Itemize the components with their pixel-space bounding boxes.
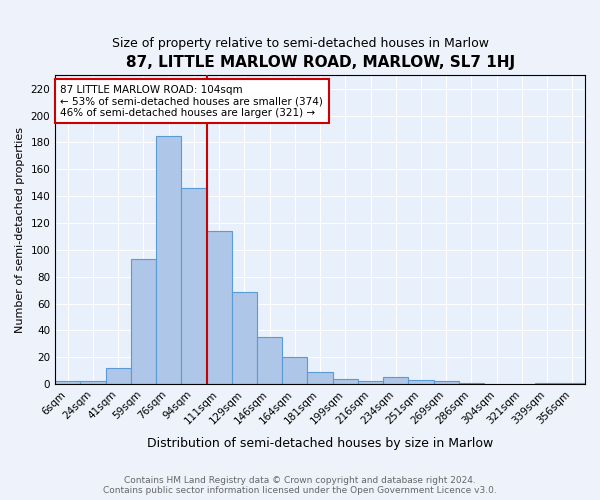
Text: Contains HM Land Registry data © Crown copyright and database right 2024.
Contai: Contains HM Land Registry data © Crown c… — [103, 476, 497, 495]
Bar — [106, 368, 131, 384]
Bar — [434, 382, 459, 384]
Bar — [206, 231, 232, 384]
Bar — [535, 383, 560, 384]
Bar — [257, 337, 282, 384]
Bar — [232, 292, 257, 384]
Bar — [282, 358, 307, 384]
Bar — [307, 372, 332, 384]
Bar — [459, 383, 484, 384]
Bar — [358, 382, 383, 384]
Bar — [181, 188, 206, 384]
Bar — [560, 383, 585, 384]
Bar — [156, 136, 181, 384]
Bar — [332, 379, 358, 384]
Bar — [131, 260, 156, 384]
Bar — [80, 382, 106, 384]
Bar — [383, 378, 409, 384]
Title: 87, LITTLE MARLOW ROAD, MARLOW, SL7 1HJ: 87, LITTLE MARLOW ROAD, MARLOW, SL7 1HJ — [125, 55, 515, 70]
Y-axis label: Number of semi-detached properties: Number of semi-detached properties — [15, 127, 25, 333]
Bar — [409, 380, 434, 384]
Text: 87 LITTLE MARLOW ROAD: 104sqm
← 53% of semi-detached houses are smaller (374)
46: 87 LITTLE MARLOW ROAD: 104sqm ← 53% of s… — [61, 84, 323, 118]
X-axis label: Distribution of semi-detached houses by size in Marlow: Distribution of semi-detached houses by … — [147, 437, 493, 450]
Text: Size of property relative to semi-detached houses in Marlow: Size of property relative to semi-detach… — [112, 38, 488, 51]
Bar — [55, 382, 80, 384]
